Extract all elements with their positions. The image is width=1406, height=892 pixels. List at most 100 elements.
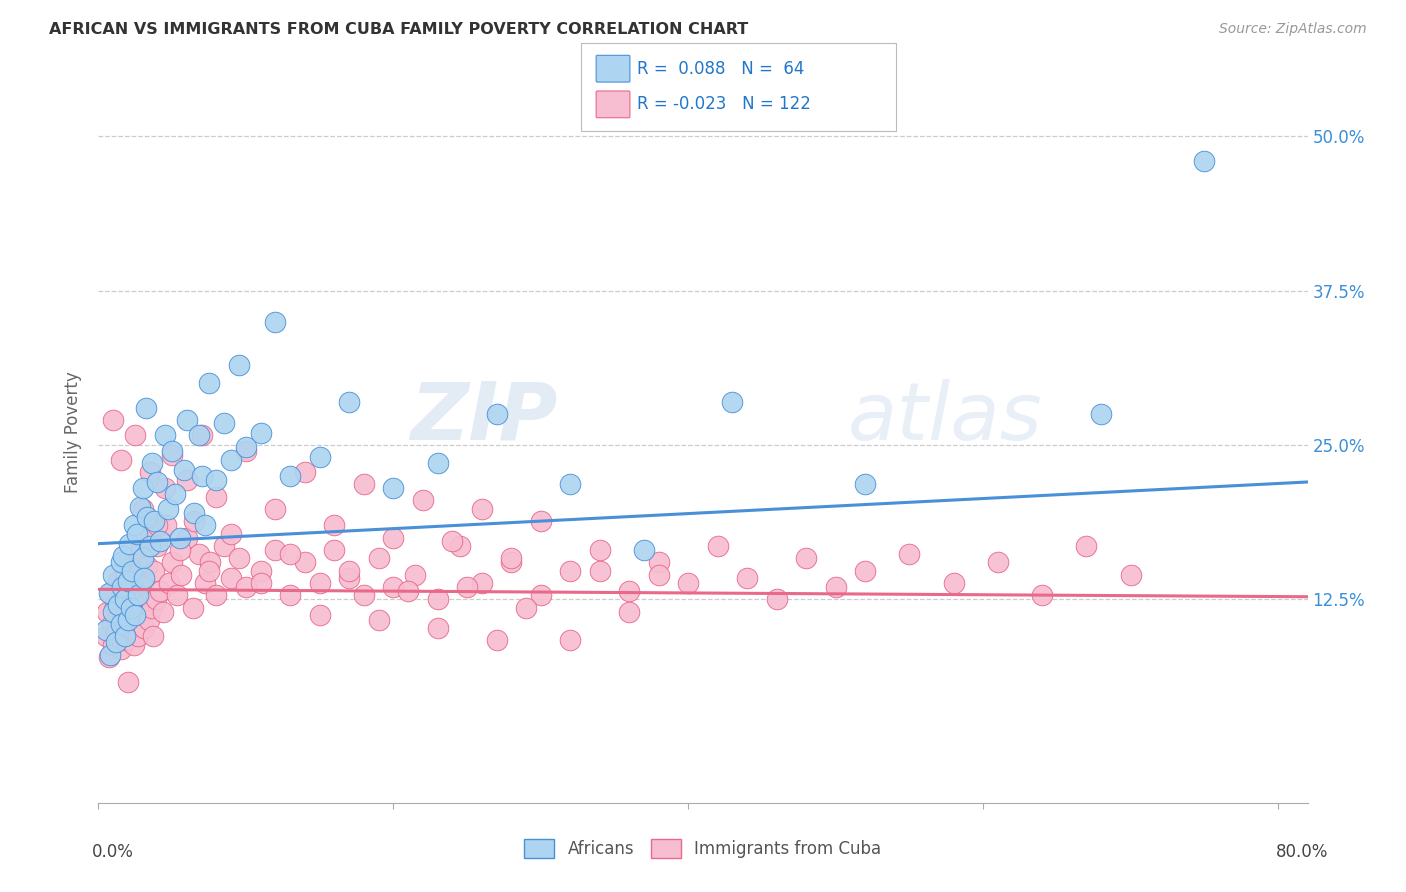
- Point: [165, 487, 187, 501]
- Point: [128, 542, 150, 557]
- Point: [97, 586, 120, 600]
- Point: [156, 502, 179, 516]
- Point: [449, 539, 471, 553]
- Text: Source: ZipAtlas.com: Source: ZipAtlas.com: [1219, 22, 1367, 37]
- Point: [114, 629, 136, 643]
- Point: [205, 473, 228, 487]
- Point: [110, 555, 132, 569]
- Point: [169, 542, 191, 557]
- Point: [278, 589, 301, 603]
- Point: [121, 555, 143, 569]
- Point: [294, 555, 316, 569]
- Point: [105, 635, 128, 649]
- Point: [264, 502, 287, 516]
- Point: [112, 613, 135, 627]
- Point: [530, 515, 553, 529]
- Point: [942, 576, 965, 591]
- Point: [141, 600, 163, 615]
- Point: [160, 555, 183, 569]
- Point: [1076, 539, 1098, 553]
- Legend: Africans, Immigrants from Cuba: Africans, Immigrants from Cuba: [517, 832, 889, 865]
- Point: [396, 583, 419, 598]
- Point: [412, 493, 434, 508]
- Point: [278, 547, 301, 561]
- Point: [235, 580, 257, 594]
- Point: [120, 600, 142, 615]
- Point: [441, 534, 464, 549]
- Point: [205, 490, 228, 504]
- Point: [367, 613, 389, 627]
- Point: [115, 632, 138, 647]
- Point: [589, 542, 612, 557]
- Point: [382, 580, 405, 594]
- Point: [560, 477, 582, 491]
- Point: [117, 613, 139, 627]
- Point: [589, 564, 612, 578]
- Point: [143, 564, 166, 578]
- Point: [110, 641, 132, 656]
- Point: [176, 473, 198, 487]
- Point: [560, 564, 582, 578]
- Point: [111, 592, 134, 607]
- Point: [155, 518, 177, 533]
- Point: [898, 547, 921, 561]
- Point: [131, 481, 153, 495]
- Point: [124, 589, 146, 603]
- Point: [127, 629, 149, 643]
- Point: [149, 583, 172, 598]
- Point: [735, 571, 758, 585]
- Point: [114, 571, 136, 585]
- Point: [721, 394, 744, 409]
- Point: [212, 539, 235, 553]
- Point: [122, 638, 145, 652]
- Point: [118, 536, 141, 550]
- Point: [94, 623, 117, 637]
- Point: [190, 468, 212, 483]
- Point: [308, 450, 330, 465]
- Point: [101, 567, 124, 582]
- Point: [160, 448, 183, 462]
- Point: [678, 576, 700, 591]
- Point: [145, 592, 167, 607]
- Point: [118, 580, 141, 594]
- Point: [426, 621, 449, 635]
- Point: [143, 515, 166, 529]
- Point: [142, 629, 165, 643]
- Point: [105, 625, 128, 640]
- Point: [824, 580, 846, 594]
- Point: [249, 576, 271, 591]
- Text: AFRICAN VS IMMIGRANTS FROM CUBA FAMILY POVERTY CORRELATION CHART: AFRICAN VS IMMIGRANTS FROM CUBA FAMILY P…: [49, 22, 748, 37]
- Point: [212, 416, 235, 430]
- Point: [176, 413, 198, 427]
- Point: [205, 589, 228, 603]
- Point: [619, 583, 641, 598]
- Point: [183, 506, 205, 520]
- Point: [139, 531, 162, 545]
- Point: [219, 571, 242, 585]
- Point: [471, 502, 494, 516]
- Point: [1031, 589, 1053, 603]
- Point: [853, 477, 876, 491]
- Point: [139, 465, 162, 479]
- Point: [426, 592, 449, 607]
- Point: [131, 502, 153, 516]
- Point: [146, 475, 169, 489]
- Point: [129, 608, 152, 623]
- Point: [97, 650, 120, 665]
- Y-axis label: Family Poverty: Family Poverty: [65, 372, 83, 493]
- Point: [308, 608, 330, 623]
- Point: [153, 428, 176, 442]
- Point: [131, 576, 153, 591]
- Point: [135, 401, 157, 415]
- Point: [323, 542, 346, 557]
- Text: 0.0%: 0.0%: [91, 843, 134, 861]
- Point: [138, 613, 160, 627]
- Point: [187, 428, 209, 442]
- Point: [249, 425, 271, 440]
- Point: [141, 457, 163, 471]
- Point: [134, 571, 156, 585]
- Point: [131, 551, 153, 566]
- Point: [94, 629, 117, 643]
- Point: [153, 481, 176, 495]
- Point: [176, 531, 198, 545]
